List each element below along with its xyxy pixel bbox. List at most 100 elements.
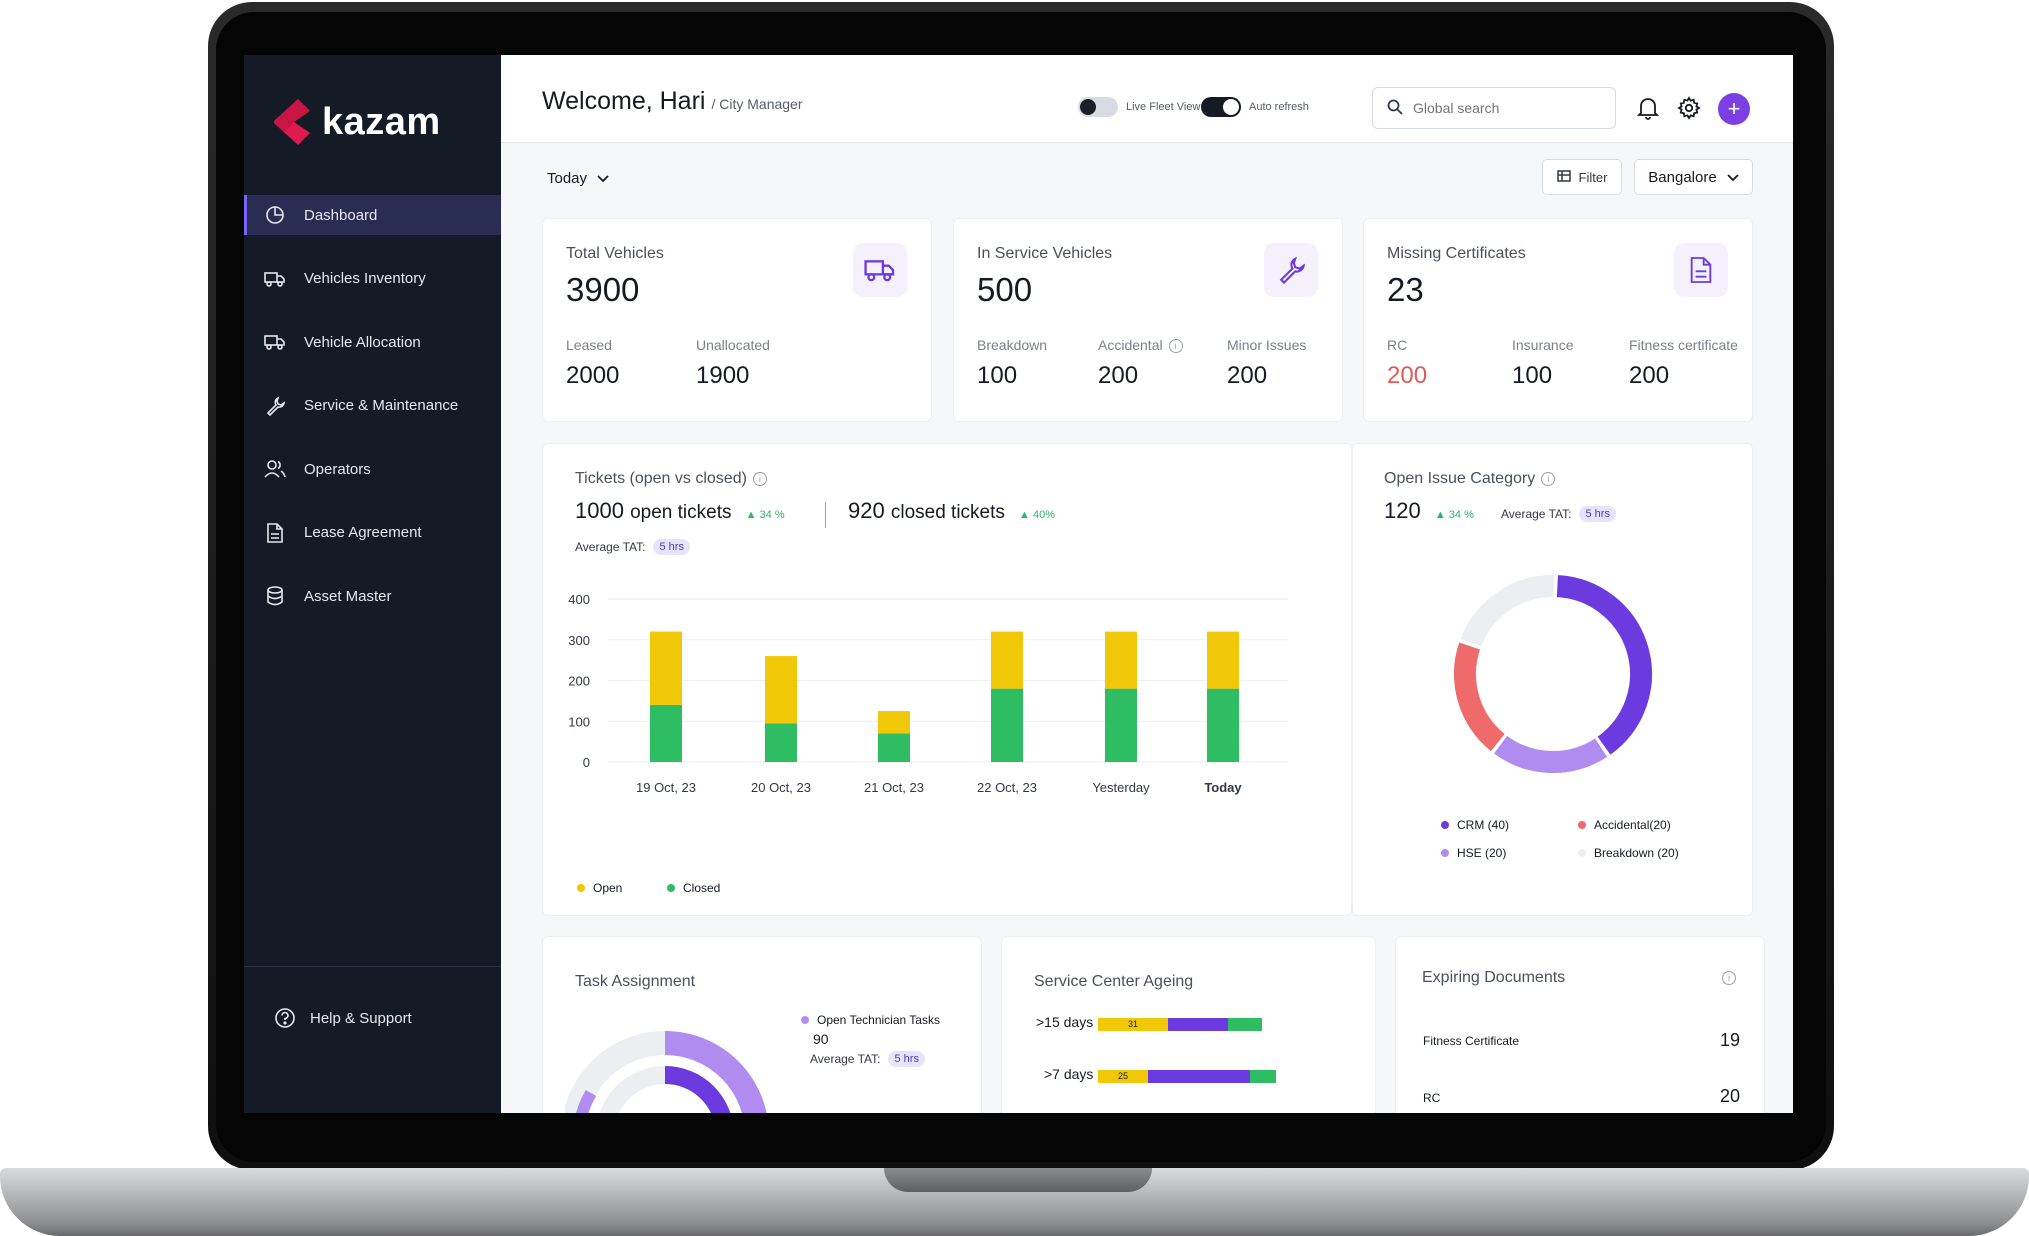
- legend-crm: CRM (40): [1441, 818, 1509, 832]
- document-row-label: RC: [1423, 1091, 1441, 1105]
- truck-icon: [264, 331, 286, 353]
- sidebar-item-label: Vehicle Allocation: [304, 333, 421, 351]
- filter-button[interactable]: Filter: [1542, 159, 1622, 195]
- sidebar-item-vehicle-allocation[interactable]: Vehicle Allocation: [244, 322, 501, 362]
- issue-trend: ▲ 34 %: [1434, 509, 1474, 521]
- open-tickets-trend: ▲ 34 %: [745, 509, 785, 521]
- brand-logo[interactable]: kazam: [268, 97, 441, 147]
- ageing-bar-yellow: 25: [1098, 1070, 1148, 1083]
- accidental-label: Accidental i: [1098, 337, 1183, 354]
- closed-tickets-count: 920: [848, 498, 885, 523]
- database-icon: [264, 585, 286, 607]
- donut-segment: [1454, 642, 1505, 752]
- open-tasks-label: Open Technician Tasks: [817, 1013, 940, 1027]
- document-row-label: Fitness Certificate: [1423, 1034, 1520, 1048]
- sidebar-item-dashboard[interactable]: Dashboard: [244, 195, 501, 235]
- sidebar-item-vehicles-inventory[interactable]: Vehicles Inventory: [244, 259, 501, 299]
- user-role: / City Manager: [711, 96, 803, 112]
- legend-open-dot: [577, 884, 585, 892]
- total-vehicles-card[interactable]: Total Vehicles 3900 Leased 2000 Unalloca…: [542, 218, 932, 422]
- sidebar-item-asset-master[interactable]: Asset Master: [244, 576, 501, 616]
- tickets-bar-chart: 0 100 200 300 400 19 Oct, 23 20 Oct, 23 21 Oct,…: [568, 592, 1288, 795]
- filter-label: Filter: [1578, 169, 1608, 185]
- sidebar-item-label: Dashboard: [304, 206, 378, 224]
- legend-closed-label: Closed: [683, 881, 721, 895]
- sidebar-divider: [244, 966, 501, 967]
- info-icon[interactable]: i: [1541, 471, 1556, 486]
- bar-open: [878, 711, 910, 734]
- screen: kazam Dashboard Vehicles Inventory: [244, 55, 1793, 1113]
- live-fleet-toggle[interactable]: Live Fleet View: [1078, 97, 1200, 117]
- fitness-certificate-label: Fitness certificate: [1629, 337, 1738, 353]
- info-icon[interactable]: i: [752, 471, 767, 486]
- truck-icon: [853, 243, 907, 297]
- task-tat-label: Average TAT:: [810, 1052, 881, 1066]
- bar-closed: [765, 723, 797, 762]
- info-icon[interactable]: i: [1722, 971, 1736, 985]
- info-icon[interactable]: i: [1168, 339, 1183, 354]
- legend-dot: [1578, 849, 1586, 857]
- x-tick-label: Today: [1204, 780, 1242, 795]
- bar-closed: [991, 688, 1023, 762]
- sidebar-item-lease-agreement[interactable]: Lease Agreement: [244, 513, 501, 553]
- sidebar: kazam Dashboard Vehicles Inventory: [244, 55, 501, 1113]
- search-icon: [1387, 99, 1403, 118]
- sidebar-item-service-maintenance[interactable]: Service & Maintenance: [244, 386, 501, 426]
- bar-closed: [1207, 688, 1239, 762]
- laptop-notch: [884, 1168, 1152, 1192]
- add-button[interactable]: +: [1718, 93, 1750, 125]
- closed-tickets-text: closed tickets: [890, 502, 1005, 523]
- in-service-card[interactable]: In Service Vehicles 500 Breakdown 100 Ac…: [953, 218, 1343, 422]
- insurance-value: 100: [1512, 362, 1553, 389]
- ageing-bar-green: [1250, 1070, 1276, 1083]
- open-tickets-text: open tickets: [630, 502, 732, 523]
- bar-open: [1105, 631, 1137, 689]
- issue-title-text: Open Issue Category: [1384, 470, 1536, 487]
- rc-label: RC: [1387, 337, 1408, 353]
- issue-trend-value: 34 %: [1448, 509, 1474, 521]
- live-fleet-switch[interactable]: [1078, 97, 1118, 117]
- city-select[interactable]: Bangalore: [1634, 159, 1753, 195]
- bell-icon[interactable]: [1635, 95, 1661, 121]
- auto-refresh-toggle[interactable]: Auto refresh: [1201, 97, 1309, 117]
- help-support-link[interactable]: Help & Support: [274, 1007, 412, 1029]
- document-row-value: 20: [1720, 1086, 1741, 1106]
- bar-open: [1207, 631, 1239, 689]
- open-tickets-count: 1000: [575, 498, 624, 523]
- unallocated-value: 1900: [696, 362, 750, 389]
- legend-hse: HSE (20): [1441, 846, 1506, 860]
- task-average-tat: Average TAT: 5 hrs: [810, 1051, 925, 1067]
- issue-summary: 120 ▲ 34 %: [1384, 498, 1474, 524]
- city-label: Bangalore: [1648, 168, 1717, 186]
- auto-refresh-switch[interactable]: [1201, 97, 1241, 117]
- sidebar-item-operators[interactable]: Operators: [244, 449, 501, 489]
- live-fleet-label: Live Fleet View: [1126, 101, 1201, 113]
- brand-name: kazam: [322, 100, 441, 143]
- period-select[interactable]: Today: [547, 170, 609, 187]
- issue-count: 120: [1384, 498, 1421, 523]
- global-search[interactable]: [1372, 87, 1616, 129]
- tickets-card: Tickets (open vs closed) i 1000 open tick…: [542, 443, 1352, 916]
- donut-segment: [1494, 735, 1608, 773]
- issue-average-tat: Average TAT: 5 hrs: [1501, 506, 1616, 522]
- tickets-title-text: Tickets (open vs closed): [575, 470, 747, 487]
- documents-title: Expiring Documents: [1422, 969, 1566, 986]
- kazam-logo-icon: [274, 99, 310, 145]
- ageing-bar-purple: [1168, 1018, 1228, 1031]
- tat-label: Average TAT:: [575, 540, 646, 554]
- filter-icon: [1556, 169, 1571, 185]
- missing-certificates-value: 23: [1387, 271, 1424, 308]
- closed-tickets-summary: 920 closed tickets ▲ 40%: [848, 498, 1055, 524]
- bar-closed: [650, 704, 682, 762]
- missing-certificates-card[interactable]: Missing Certificates 23 RC 200 Insurance…: [1363, 218, 1753, 422]
- bar-closed: [878, 733, 910, 762]
- accidental-label-text: Accidental: [1098, 337, 1163, 353]
- task-donut-chart: [565, 1031, 767, 1113]
- search-input[interactable]: [1413, 100, 1593, 116]
- card-title: Total Vehicles: [566, 245, 664, 262]
- top-bar: Welcome, Hari / City Manager Live Fleet V…: [501, 55, 1793, 143]
- legend-label: Breakdown (20): [1594, 846, 1679, 860]
- gear-icon[interactable]: [1676, 95, 1702, 121]
- y-tick-label: 0: [583, 755, 590, 770]
